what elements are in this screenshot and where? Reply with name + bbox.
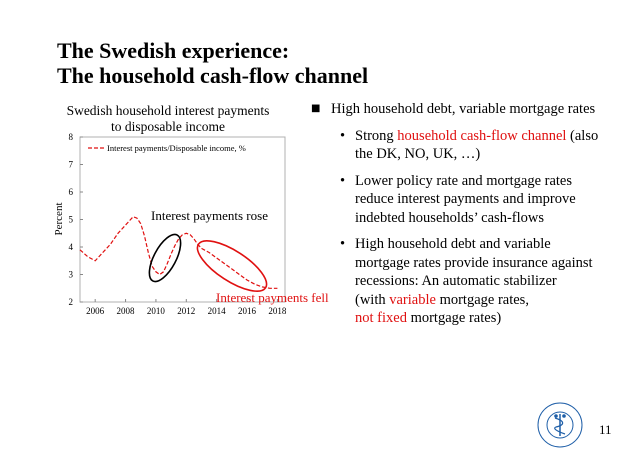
y-tick-label: 4 (69, 242, 74, 252)
dot-bullet-icon: • (340, 172, 346, 189)
bullet-sub-3-paren-mid: mortgage rates, (435, 291, 529, 308)
logo-ring-outer (537, 402, 583, 448)
y-axis-label: Percent (53, 203, 65, 236)
logo-wing-right (562, 414, 566, 418)
slide-title-line2: The household cash-flow channel (57, 63, 369, 88)
x-tick-label: 2012 (177, 306, 195, 316)
y-tick-label: 8 (69, 132, 74, 142)
bullet-sub-1-post: (also the DK, NO, UK, …) (355, 127, 599, 163)
bullet-sub-3-text: High household debt and variable mortgag… (355, 236, 593, 289)
x-tick-label: 2018 (268, 306, 287, 316)
series-line (79, 216, 278, 289)
rose-ellipse (148, 233, 182, 283)
annotation-fell: Interest payments fell (216, 290, 329, 305)
bullet-sub-1-highlight: household cash-flow channel (397, 127, 567, 144)
chart-title-line2: to disposable income (111, 119, 225, 134)
bullet-list: ■ High household debt, variable mortgage… (307, 100, 607, 336)
y-tick-label: 3 (69, 270, 74, 280)
chart-title: Swedish household interest payments to d… (48, 103, 288, 135)
logo-ring-inner (546, 411, 574, 439)
slide-title-line1: The Swedish experience: (57, 38, 290, 63)
x-tick-label: 2006 (86, 306, 105, 316)
y-tick-label: 7 (69, 160, 74, 170)
bullet-sub-3-variable: variable (389, 291, 436, 308)
dot-bullet-icon: • (340, 236, 346, 252)
bullet-sub-3-paren-pre: (with (355, 291, 390, 308)
page-number: 11 (599, 422, 612, 437)
bullet-sub-3-not-fixed: not fixed (355, 310, 407, 326)
x-tick-label: 2008 (117, 306, 136, 316)
y-tick-label: 5 (69, 215, 74, 225)
bullet-sub-1-pre: Strong (355, 127, 398, 144)
x-tick-label: 2010 (147, 306, 166, 316)
x-tick-label: 2016 (238, 306, 257, 316)
x-ticks: 2006 2008 2010 2012 2014 2016 2018 (86, 299, 287, 316)
logo-serpent (554, 417, 566, 435)
bullet-sub-1: • Strong household cash-flow channel (al… (307, 127, 607, 164)
x-tick-label: 2014 (208, 306, 227, 316)
logo-wing-left (554, 414, 558, 418)
bullet-sub-2-text: Lower policy rate and mortgage rates red… (355, 172, 576, 226)
bullet-main-text: High household debt, variable mortgage r… (331, 101, 596, 117)
series-group (79, 216, 278, 289)
bullet-sub-3-paren-post: mortgage rates) (406, 310, 502, 326)
y-ticks: 2 3 4 5 6 7 8 (69, 132, 83, 307)
bullet-sub-2: • Lower policy rate and mortgage rates r… (307, 172, 607, 228)
chart-title-line1: Swedish household interest payments (66, 103, 270, 118)
dot-bullet-icon: • (340, 127, 346, 144)
slide-title: The Swedish experience: The household ca… (57, 38, 368, 88)
bullet-main: ■ High household debt, variable mortgage… (307, 100, 607, 119)
legend-label: Interest payments/Disposable income, % (107, 143, 246, 153)
y-tick-label: 6 (69, 187, 74, 197)
y-tick-label: 2 (69, 297, 74, 307)
annotation-rose: Interest payments rose (151, 208, 268, 223)
bullet-sub-3: • High household debt and variable mortg… (307, 235, 607, 328)
school-logo (537, 402, 583, 448)
square-bullet-icon: ■ (311, 103, 321, 114)
fell-ellipse (196, 240, 268, 292)
